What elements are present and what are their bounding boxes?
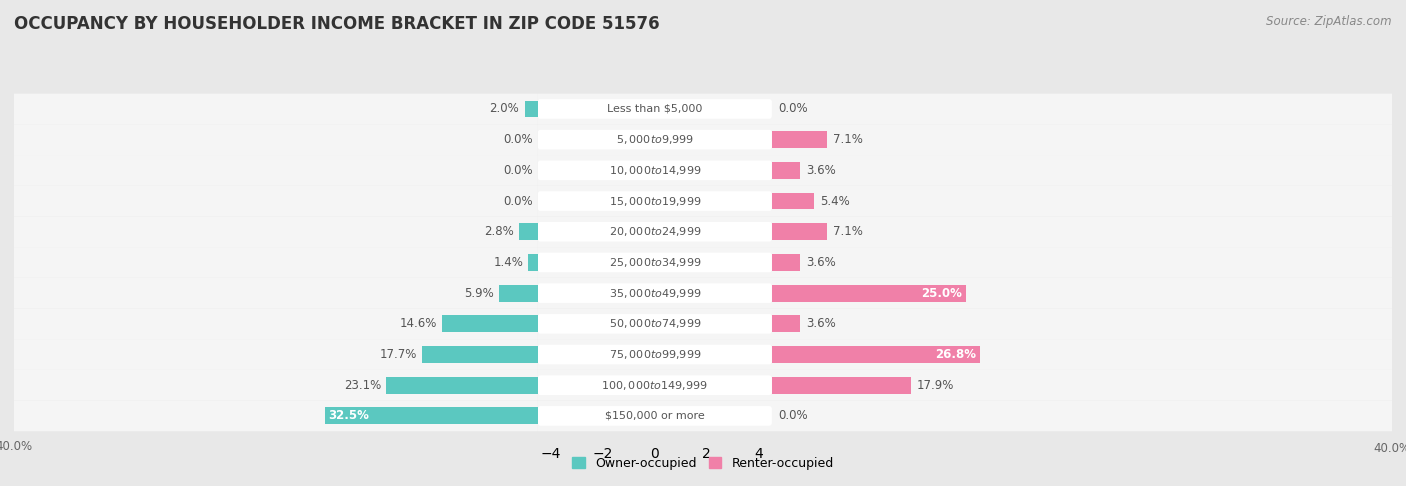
Text: $15,000 to $19,999: $15,000 to $19,999 [609, 194, 702, 208]
Text: $25,000 to $34,999: $25,000 to $34,999 [609, 256, 702, 269]
FancyBboxPatch shape [537, 99, 772, 119]
Bar [772, 346, 980, 363]
Text: 26.8%: 26.8% [935, 348, 976, 361]
Text: 2.8%: 2.8% [484, 225, 515, 238]
Text: 25.0%: 25.0% [921, 287, 962, 300]
FancyBboxPatch shape [772, 94, 1392, 124]
FancyBboxPatch shape [537, 278, 773, 309]
FancyBboxPatch shape [772, 247, 1392, 278]
Bar [422, 346, 537, 363]
Bar [772, 377, 911, 394]
Text: $75,000 to $99,999: $75,000 to $99,999 [609, 348, 702, 361]
FancyBboxPatch shape [537, 314, 772, 334]
FancyBboxPatch shape [14, 400, 538, 431]
FancyBboxPatch shape [537, 400, 773, 431]
Text: $10,000 to $14,999: $10,000 to $14,999 [609, 164, 702, 177]
Bar [772, 162, 800, 179]
Bar [519, 223, 537, 240]
Text: $5,000 to $9,999: $5,000 to $9,999 [616, 133, 695, 146]
FancyBboxPatch shape [537, 253, 772, 272]
Text: 14.6%: 14.6% [399, 317, 437, 330]
Bar [772, 223, 827, 240]
Text: 3.6%: 3.6% [806, 164, 835, 177]
Bar [772, 285, 966, 302]
Text: 32.5%: 32.5% [328, 409, 370, 422]
FancyBboxPatch shape [537, 406, 772, 426]
FancyBboxPatch shape [14, 155, 538, 186]
FancyBboxPatch shape [14, 186, 538, 216]
FancyBboxPatch shape [537, 309, 773, 339]
FancyBboxPatch shape [537, 94, 773, 124]
Text: OCCUPANCY BY HOUSEHOLDER INCOME BRACKET IN ZIP CODE 51576: OCCUPANCY BY HOUSEHOLDER INCOME BRACKET … [14, 15, 659, 33]
Text: 0.0%: 0.0% [778, 103, 807, 116]
Bar [325, 407, 537, 424]
FancyBboxPatch shape [14, 370, 538, 400]
FancyBboxPatch shape [14, 339, 538, 370]
Bar [499, 285, 537, 302]
Text: $50,000 to $74,999: $50,000 to $74,999 [609, 317, 702, 330]
FancyBboxPatch shape [772, 309, 1392, 339]
Bar [524, 101, 537, 118]
FancyBboxPatch shape [537, 247, 773, 278]
Text: $100,000 to $149,999: $100,000 to $149,999 [602, 379, 709, 392]
Bar [772, 131, 827, 148]
FancyBboxPatch shape [537, 130, 772, 150]
Bar [441, 315, 537, 332]
Text: 7.1%: 7.1% [834, 133, 863, 146]
FancyBboxPatch shape [537, 124, 773, 155]
Text: 5.9%: 5.9% [464, 287, 494, 300]
FancyBboxPatch shape [537, 216, 773, 247]
FancyBboxPatch shape [772, 278, 1392, 309]
Text: 1.4%: 1.4% [494, 256, 523, 269]
FancyBboxPatch shape [14, 278, 538, 309]
FancyBboxPatch shape [537, 222, 772, 242]
FancyBboxPatch shape [537, 345, 772, 364]
FancyBboxPatch shape [14, 247, 538, 278]
FancyBboxPatch shape [772, 186, 1392, 216]
FancyBboxPatch shape [537, 339, 773, 370]
Text: Less than $5,000: Less than $5,000 [607, 104, 703, 114]
Text: 3.6%: 3.6% [806, 256, 835, 269]
FancyBboxPatch shape [772, 216, 1392, 247]
Text: 23.1%: 23.1% [344, 379, 381, 392]
Bar [772, 254, 800, 271]
FancyBboxPatch shape [14, 309, 538, 339]
FancyBboxPatch shape [14, 216, 538, 247]
Legend: Owner-occupied, Renter-occupied: Owner-occupied, Renter-occupied [568, 452, 838, 475]
Bar [387, 377, 537, 394]
FancyBboxPatch shape [537, 186, 773, 216]
FancyBboxPatch shape [14, 94, 538, 124]
FancyBboxPatch shape [772, 124, 1392, 155]
FancyBboxPatch shape [537, 191, 772, 211]
FancyBboxPatch shape [537, 155, 773, 186]
Bar [772, 315, 800, 332]
FancyBboxPatch shape [772, 339, 1392, 370]
Text: 17.7%: 17.7% [380, 348, 416, 361]
FancyBboxPatch shape [772, 155, 1392, 186]
Text: 7.1%: 7.1% [834, 225, 863, 238]
Text: 0.0%: 0.0% [503, 194, 533, 208]
Text: $150,000 or more: $150,000 or more [605, 411, 704, 421]
Bar [772, 192, 814, 209]
FancyBboxPatch shape [537, 370, 773, 400]
FancyBboxPatch shape [537, 375, 772, 395]
Bar [529, 254, 537, 271]
Text: 0.0%: 0.0% [503, 133, 533, 146]
Text: 17.9%: 17.9% [917, 379, 955, 392]
Text: 5.4%: 5.4% [820, 194, 849, 208]
FancyBboxPatch shape [14, 124, 538, 155]
FancyBboxPatch shape [537, 283, 772, 303]
Text: 0.0%: 0.0% [503, 164, 533, 177]
FancyBboxPatch shape [772, 400, 1392, 431]
Text: 3.6%: 3.6% [806, 317, 835, 330]
Text: $35,000 to $49,999: $35,000 to $49,999 [609, 287, 702, 300]
FancyBboxPatch shape [772, 370, 1392, 400]
Text: Source: ZipAtlas.com: Source: ZipAtlas.com [1267, 15, 1392, 28]
Text: 2.0%: 2.0% [489, 103, 519, 116]
Text: $20,000 to $24,999: $20,000 to $24,999 [609, 225, 702, 238]
FancyBboxPatch shape [537, 160, 772, 180]
Text: 0.0%: 0.0% [778, 409, 807, 422]
